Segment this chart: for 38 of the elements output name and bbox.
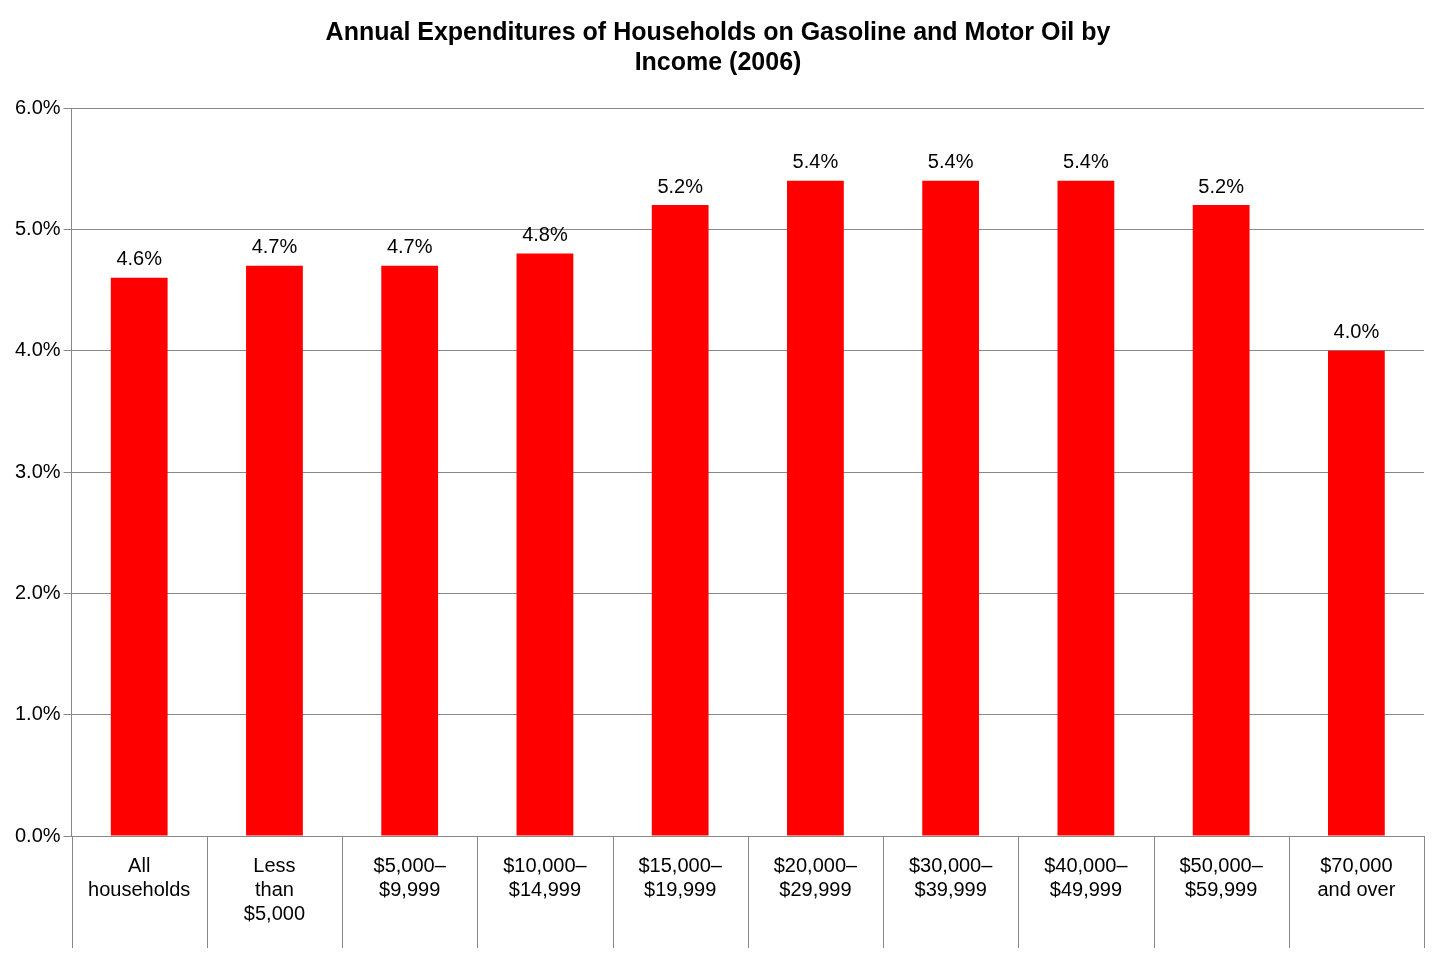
x-tick-label: $10,000–$14,999 bbox=[503, 853, 588, 900]
y-tick-label: 0.0% bbox=[14, 823, 61, 846]
y-tick-label: 1.0% bbox=[14, 702, 61, 725]
chart-title: Annual Expenditures of Households on Gasoline and Motor Oil by Income (2006) bbox=[325, 16, 1111, 75]
x-tick-label: $20,000–$29,999 bbox=[773, 853, 858, 900]
bar bbox=[922, 180, 980, 836]
y-tick-label: 3.0% bbox=[14, 459, 61, 482]
data-label: 4.8% bbox=[522, 223, 568, 246]
data-label: 4.0% bbox=[1333, 320, 1380, 343]
x-tick-label: $15,000–$19,999 bbox=[638, 853, 723, 900]
bar bbox=[1327, 350, 1385, 836]
y-tick-label: 5.0% bbox=[14, 216, 61, 239]
y-tick-label: 4.0% bbox=[14, 338, 61, 361]
x-tick-label: $30,000–$39,999 bbox=[908, 853, 994, 900]
x-tick-label: $40,000–$49,999 bbox=[1044, 853, 1129, 900]
data-label: 4.6% bbox=[116, 247, 163, 270]
bar bbox=[516, 253, 574, 836]
bar bbox=[651, 205, 709, 836]
data-label: 5.4% bbox=[792, 150, 839, 173]
bar bbox=[1192, 205, 1250, 836]
bar bbox=[787, 180, 844, 836]
x-tick-label: All households bbox=[88, 853, 191, 900]
x-tick-label: Less than $5,000 bbox=[243, 853, 306, 924]
y-tick-label: 2.0% bbox=[14, 580, 61, 603]
x-tick-label: $70,000 and over bbox=[1317, 853, 1396, 900]
data-label: 4.7% bbox=[251, 235, 298, 258]
data-label: 5.4% bbox=[1063, 150, 1109, 173]
data-label: 5.2% bbox=[1198, 174, 1245, 197]
x-tick-label: $50,000–$59,999 bbox=[1179, 853, 1264, 900]
bar bbox=[1057, 180, 1115, 836]
y-tick-label: 6.0% bbox=[14, 95, 61, 118]
bar bbox=[381, 265, 439, 836]
data-label: 5.2% bbox=[657, 174, 704, 197]
x-tick-label: $5,000–$9,999 bbox=[373, 853, 447, 900]
data-label: 5.4% bbox=[927, 150, 974, 173]
bar bbox=[110, 277, 168, 836]
data-label: 4.7% bbox=[386, 235, 433, 258]
bar bbox=[246, 265, 303, 836]
